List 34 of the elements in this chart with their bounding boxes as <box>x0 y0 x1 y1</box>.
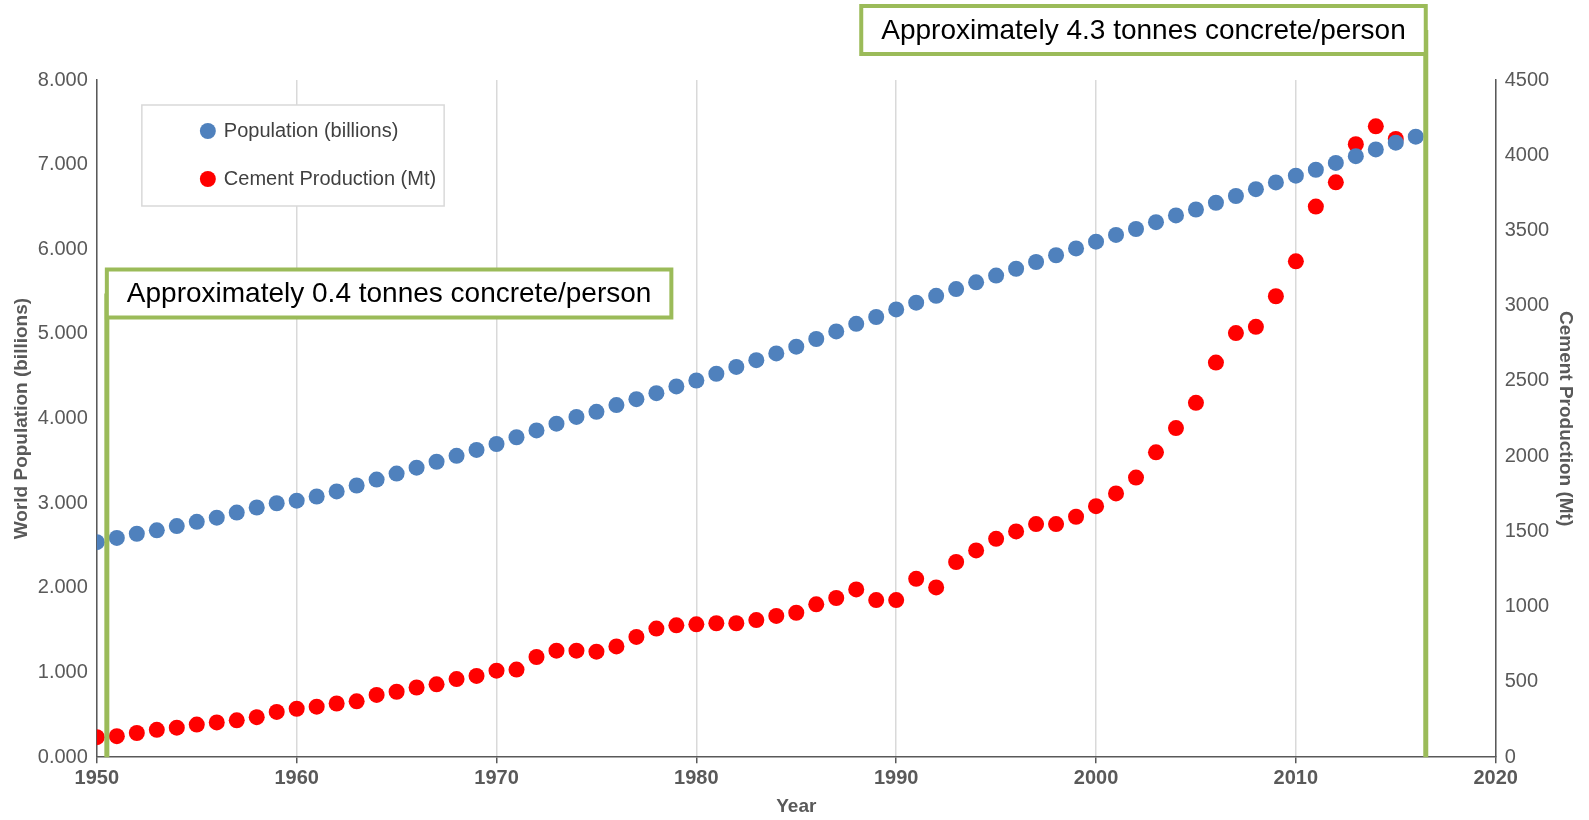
ref-line-label: Approximately 4.3 tonnes concrete/person <box>881 13 1406 45</box>
y2-tick-label: 0 <box>1504 744 1516 767</box>
x-axis-title: Year <box>776 794 817 816</box>
x-tick-label: 2010 <box>1273 765 1319 788</box>
x-tick-label: 1990 <box>873 765 919 788</box>
x-tick-label: 1950 <box>74 765 120 788</box>
y-tick-label: 3.000 <box>37 490 88 513</box>
y-axis-title: World Population (billions) <box>9 297 31 540</box>
y-tick-label: 6.000 <box>37 236 88 259</box>
y-tick-label: 7.000 <box>37 152 88 175</box>
y2-tick-label: 2500 <box>1504 368 1550 391</box>
y2-tick-label: 1000 <box>1504 594 1550 617</box>
y2-tick-label: 2000 <box>1504 443 1550 466</box>
y2-tick-label: 4500 <box>1504 67 1550 90</box>
y-tick-label: 2.000 <box>37 575 88 598</box>
x-tick-label: 1960 <box>274 765 319 788</box>
y-tick-label: 4.000 <box>37 406 88 429</box>
y-tick-label: 8.000 <box>37 67 88 90</box>
y2-tick-label: 3500 <box>1504 218 1550 240</box>
y-tick-label: 5.000 <box>37 321 88 344</box>
x-tick-label: 2020 <box>1473 765 1518 788</box>
y2-tick-label: 1500 <box>1504 518 1550 541</box>
y-tick-label: 1.000 <box>37 660 88 683</box>
legend-label: Population (billions) <box>223 118 399 141</box>
y2-tick-label: 3000 <box>1504 293 1550 316</box>
y2-axis-title: Cement Production (Mt) <box>1556 310 1578 527</box>
y2-tick-label: 500 <box>1504 669 1539 692</box>
x-tick-label: 2000 <box>1073 765 1119 788</box>
y-tick-label: 0.000 <box>37 744 88 767</box>
legend-label: Cement Production (Mt) <box>223 166 437 189</box>
x-tick-label: 1980 <box>674 765 719 788</box>
x-tick-label: 1970 <box>474 765 519 788</box>
ref-line-label: Approximately 0.4 tonnes concrete/person <box>126 277 652 309</box>
y2-tick-label: 4000 <box>1504 142 1550 165</box>
